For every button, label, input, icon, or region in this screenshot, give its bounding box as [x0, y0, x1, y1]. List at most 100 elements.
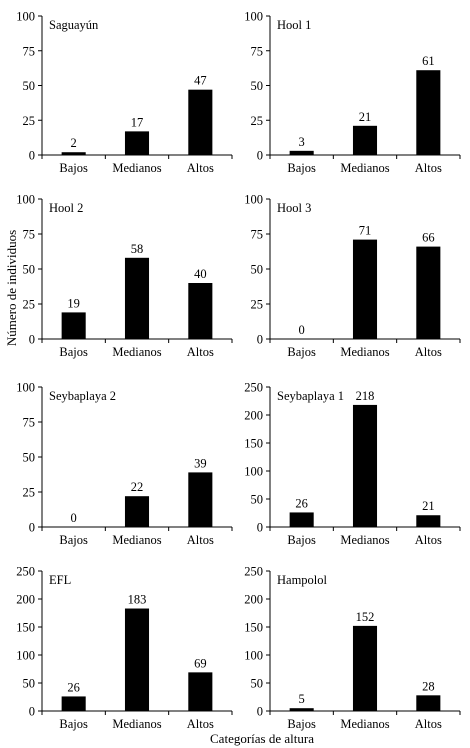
data-label: 26: [295, 496, 308, 510]
data-label: 21: [422, 499, 435, 513]
bar-chart-panel: 0 25 50 75 100 19 Bajos 58 Medianos 40 Altos Hool 2: [16, 193, 233, 359]
bar-chart-panel: 0 25 50 75 100 0 Bajos 22 Medianos 39 Altos Seybapl…: [16, 381, 233, 547]
bar-chart-panel: 0 50 100 150 200 250 5 Bajos 152 Medianos 28 Altos H…: [244, 565, 461, 731]
data-label: 3: [299, 135, 305, 149]
x-tick-label: Altos: [187, 161, 214, 175]
y-tick-label: 75: [23, 44, 36, 58]
x-tick-label: Medianos: [340, 345, 389, 359]
bar: [352, 239, 378, 339]
panel-title: EFL: [49, 573, 71, 587]
y-tick-label: 50: [251, 493, 264, 507]
x-tick-label: Medianos: [340, 161, 389, 175]
y-tick-label: 0: [257, 149, 263, 163]
y-tick-label: 0: [29, 333, 35, 347]
x-tick-label: Bajos: [59, 717, 88, 731]
data-label: 47: [194, 74, 207, 88]
x-tick-label: Altos: [415, 717, 442, 731]
y-tick-label: 250: [16, 565, 35, 579]
panel-title: Saguayún: [49, 18, 99, 32]
x-tick-label: Medianos: [112, 533, 161, 547]
data-label: 39: [194, 456, 207, 470]
y-tick-label: 75: [251, 44, 264, 58]
x-tick-label: Bajos: [287, 345, 316, 359]
data-label: 5: [299, 692, 305, 706]
x-tick-label: Altos: [187, 533, 214, 547]
bar: [352, 625, 378, 711]
y-tick-label: 100: [16, 381, 35, 395]
x-tick-label: Altos: [415, 161, 442, 175]
y-tick-label: 25: [251, 114, 264, 128]
data-label: 21: [359, 110, 372, 124]
data-label: 19: [67, 296, 80, 310]
data-label: 28: [422, 679, 435, 693]
y-tick-label: 0: [257, 705, 263, 719]
x-tick-label: Medianos: [112, 161, 161, 175]
data-label: 22: [131, 480, 144, 494]
panel-title: Seybaplaya 2: [49, 389, 116, 403]
y-tick-label: 0: [29, 521, 35, 535]
y-tick-label: 150: [16, 621, 35, 635]
y-tick-label: 0: [257, 521, 263, 535]
bar: [61, 312, 86, 339]
y-tick-label: 50: [251, 79, 264, 93]
bar: [289, 512, 314, 527]
y-tick-label: 100: [244, 10, 263, 24]
bar-chart-panel: 0 50 100 150 200 250 26 Bajos 218 Medianos 21 Altos…: [244, 381, 461, 547]
bar: [61, 152, 86, 155]
bar: [289, 150, 314, 155]
x-tick-label: Altos: [415, 345, 442, 359]
data-label: 152: [356, 610, 375, 624]
bar: [416, 515, 441, 527]
y-tick-label: 200: [244, 409, 263, 423]
y-tick-label: 100: [16, 193, 35, 207]
y-tick-label: 150: [244, 437, 263, 451]
y-tick-label: 25: [23, 298, 36, 312]
x-tick-label: Bajos: [287, 533, 316, 547]
x-tick-label: Medianos: [340, 533, 389, 547]
bar: [352, 404, 378, 527]
data-label: 66: [422, 231, 435, 245]
y-tick-label: 50: [251, 263, 264, 277]
y-tick-label: 150: [244, 621, 263, 635]
y-tick-label: 25: [23, 114, 36, 128]
panel-title: Hool 2: [49, 201, 83, 215]
data-label: 58: [131, 242, 144, 256]
y-tick-label: 0: [29, 149, 35, 163]
panel-title: Seybaplaya 1: [277, 389, 344, 403]
bar: [289, 708, 314, 711]
x-tick-label: Bajos: [59, 345, 88, 359]
y-tick-label: 100: [16, 10, 35, 24]
data-label: 0: [71, 511, 77, 525]
y-tick-label: 50: [23, 263, 36, 277]
bar: [352, 125, 378, 155]
y-tick-label: 75: [23, 416, 36, 430]
panel-title: Hampolol: [277, 573, 328, 587]
data-label: 2: [71, 136, 77, 150]
bar: [188, 283, 213, 339]
y-tick-label: 0: [257, 333, 263, 347]
y-tick-label: 250: [244, 381, 263, 395]
data-label: 218: [356, 389, 375, 403]
bar: [188, 89, 213, 155]
data-label: 183: [128, 593, 147, 607]
bar-chart-panel: 0 25 50 75 100 0 Bajos 71 Medianos 66 Altos Hool 3: [244, 193, 461, 359]
bar: [188, 672, 213, 711]
y-tick-label: 25: [251, 298, 264, 312]
bar: [416, 695, 441, 711]
y-tick-label: 0: [29, 705, 35, 719]
y-tick-label: 50: [23, 79, 36, 93]
bar: [124, 608, 150, 711]
y-tick-label: 250: [244, 565, 263, 579]
y-tick-label: 50: [251, 677, 264, 691]
x-tick-label: Bajos: [287, 161, 316, 175]
bar-chart-panel: 0 25 50 75 100 3 Bajos 21 Medianos 61 Altos Hool 1: [244, 10, 461, 175]
bar: [188, 472, 213, 527]
bar: [416, 70, 441, 155]
x-tick-label: Medianos: [112, 717, 161, 731]
data-label: 69: [194, 656, 207, 670]
data-label: 0: [299, 323, 305, 337]
x-tick-label: Altos: [187, 345, 214, 359]
y-tick-label: 100: [244, 465, 263, 479]
x-axis-label: Categorías de altura: [210, 731, 314, 746]
